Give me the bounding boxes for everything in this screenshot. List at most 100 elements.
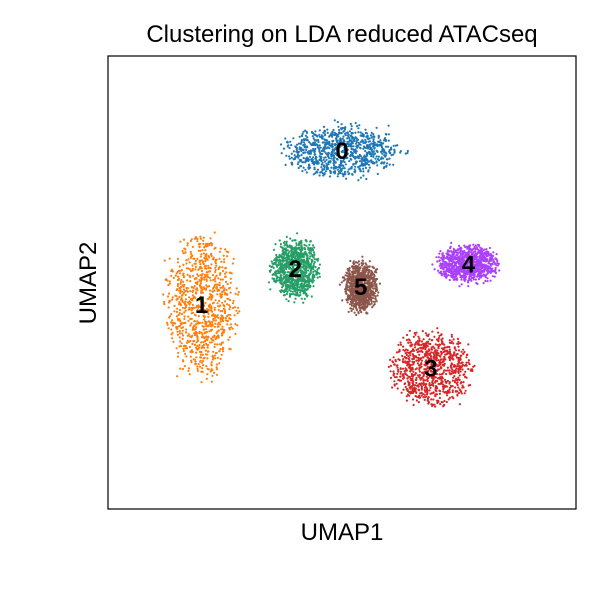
cluster-0-point — [305, 145, 308, 148]
cluster-3-point — [411, 368, 414, 371]
cluster-3-point — [440, 382, 443, 385]
cluster-3-point — [458, 403, 461, 406]
cluster-2-point — [288, 292, 292, 296]
cluster-1-point — [219, 292, 222, 295]
cluster-1-point — [195, 287, 199, 290]
cluster-3-point — [387, 365, 390, 368]
cluster-1-point — [208, 266, 211, 269]
cluster-3-point — [459, 342, 462, 345]
cluster-1-point — [232, 257, 235, 260]
cluster-0-point — [340, 144, 343, 147]
cluster-0-point — [381, 147, 384, 151]
cluster-2-point — [286, 249, 289, 252]
cluster-0-point — [362, 167, 365, 170]
cluster-2-point — [299, 267, 302, 270]
cluster-0-point — [309, 149, 312, 152]
cluster-4-point — [455, 261, 458, 264]
cluster-1-point — [180, 269, 183, 272]
cluster-2-point — [269, 270, 272, 273]
cluster-2-point — [310, 295, 313, 298]
cluster-3-point — [420, 377, 423, 380]
cluster-0-point — [377, 155, 380, 158]
cluster-1-point — [174, 322, 177, 325]
cluster-1-point — [223, 310, 227, 313]
cluster-2-point — [276, 272, 280, 275]
cluster-0-point — [318, 135, 321, 138]
cluster-1-point — [211, 258, 214, 261]
cluster-1-point — [219, 278, 222, 281]
cluster-1-point — [229, 281, 232, 284]
cluster-0-point — [385, 164, 388, 167]
cluster-1-point — [221, 301, 224, 304]
cluster-1-point — [214, 299, 217, 302]
cluster-1-point — [205, 335, 208, 338]
cluster-4-point — [486, 277, 489, 280]
cluster-1-point — [178, 340, 182, 343]
cluster-1-point — [236, 306, 240, 309]
cluster-0-point — [331, 130, 334, 133]
cluster-1-point — [196, 338, 199, 341]
cluster-0-point — [346, 131, 349, 134]
cluster-4-point — [477, 268, 481, 271]
cluster-0-point — [342, 165, 345, 168]
cluster-3-point — [461, 368, 464, 371]
cluster-1-point — [234, 332, 237, 335]
cluster-1-point — [189, 239, 192, 243]
cluster-3-point — [410, 349, 413, 353]
cluster-1-point — [189, 317, 192, 320]
cluster-2-point — [285, 288, 288, 291]
cluster-1-point — [199, 249, 202, 252]
cluster-1-point — [175, 327, 178, 330]
cluster-1-point — [205, 279, 208, 282]
cluster-0-point — [296, 152, 299, 156]
cluster-1-point — [214, 337, 217, 341]
cluster-1-point — [212, 318, 215, 321]
cluster-0-point — [355, 145, 358, 148]
cluster-3-point — [407, 381, 410, 384]
cluster-3-point — [408, 360, 411, 363]
cluster-2-point — [275, 277, 278, 280]
cluster-3-point — [453, 351, 456, 355]
cluster-3-point — [452, 397, 455, 400]
cluster-0-point — [365, 145, 368, 148]
cluster-1-point — [226, 293, 229, 296]
cluster-3-point — [441, 337, 444, 340]
cluster-1-point — [164, 278, 168, 281]
cluster-3-point — [444, 384, 447, 387]
cluster-4-point — [479, 260, 482, 263]
cluster-0-point — [325, 167, 328, 170]
cluster-0-point — [326, 139, 329, 142]
cluster-3-point — [426, 379, 429, 383]
cluster-3-point — [438, 396, 441, 399]
cluster-1-point — [216, 288, 219, 291]
cluster-2-point — [285, 258, 288, 262]
cluster-2-point — [279, 289, 282, 292]
cluster-2-point — [274, 243, 277, 246]
cluster-1-point — [202, 364, 205, 367]
cluster-0-point — [319, 146, 322, 149]
cluster-1-point — [197, 322, 200, 325]
cluster-1-point — [216, 343, 219, 346]
cluster-4-point — [452, 273, 455, 276]
cluster-1-point — [196, 344, 199, 347]
cluster-4-point — [452, 258, 455, 261]
cluster-1-point — [196, 257, 199, 260]
cluster-1-point — [184, 347, 187, 350]
cluster-1-point — [179, 302, 182, 305]
cluster-1-point — [215, 283, 218, 286]
cluster-0-point — [326, 166, 329, 169]
cluster-3-point — [467, 343, 470, 346]
cluster-2-point — [287, 271, 290, 274]
cluster-2-point — [309, 240, 312, 243]
cluster-1-point — [218, 289, 221, 292]
cluster-1-point — [203, 308, 206, 311]
cluster-1-point — [235, 309, 238, 312]
cluster-0-point — [357, 179, 360, 182]
cluster-0-point — [406, 149, 409, 153]
cluster-1-point — [222, 290, 225, 293]
cluster-0-point — [341, 167, 344, 170]
cluster-3-point — [453, 365, 457, 368]
cluster-3-point — [445, 381, 448, 384]
cluster-0-point — [310, 160, 313, 163]
cluster-1-point — [206, 373, 209, 376]
